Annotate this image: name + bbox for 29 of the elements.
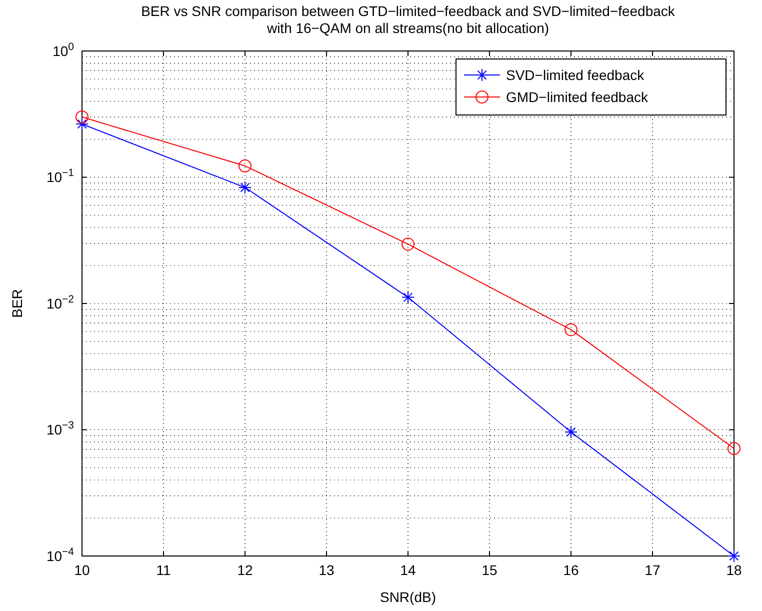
- x-tick-label: 12: [237, 562, 253, 578]
- y-tick-label: 10$^{−2}$: [46, 293, 74, 312]
- point: [238, 159, 252, 172]
- y-tick-label: 10$^{−3}$: [46, 420, 74, 438]
- x-tick-label: 10: [74, 562, 90, 578]
- x-tick-label: 18: [726, 562, 742, 578]
- x-tick-label: 16: [563, 562, 579, 578]
- y-axis-title: BER: [9, 289, 25, 318]
- point: [402, 238, 414, 251]
- point: [728, 550, 740, 562]
- point: [564, 425, 578, 438]
- x-tick-label: 14: [400, 562, 416, 578]
- x-axis-title: SNR(dB): [380, 589, 436, 605]
- chart-title: BER vs SNR comparison between GTD−limited−feedback and SVD−limited−feedback with 16−QAM on all streams(no bit allocation): [141, 3, 676, 36]
- y-tick-label: 10$^{−1}$: [46, 167, 74, 186]
- point: [728, 442, 740, 456]
- y-tick-label: 10$^{0}$: [52, 40, 74, 59]
- point: [238, 180, 252, 194]
- point: [76, 118, 88, 131]
- point: [402, 290, 414, 304]
- y-tick-label: 10$^{−4}$: [46, 546, 74, 564]
- x-tick-label: 15: [482, 562, 498, 578]
- x-tick-label: 11: [156, 562, 171, 578]
- point: [564, 323, 578, 336]
- x-tick-label: 17: [644, 562, 660, 578]
- legend-label: GMD−limited feedback: [506, 88, 650, 105]
- point: [76, 110, 88, 124]
- x-tick-label: 13: [318, 562, 334, 578]
- legend-label: SVD−limited feedback: [506, 66, 646, 83]
